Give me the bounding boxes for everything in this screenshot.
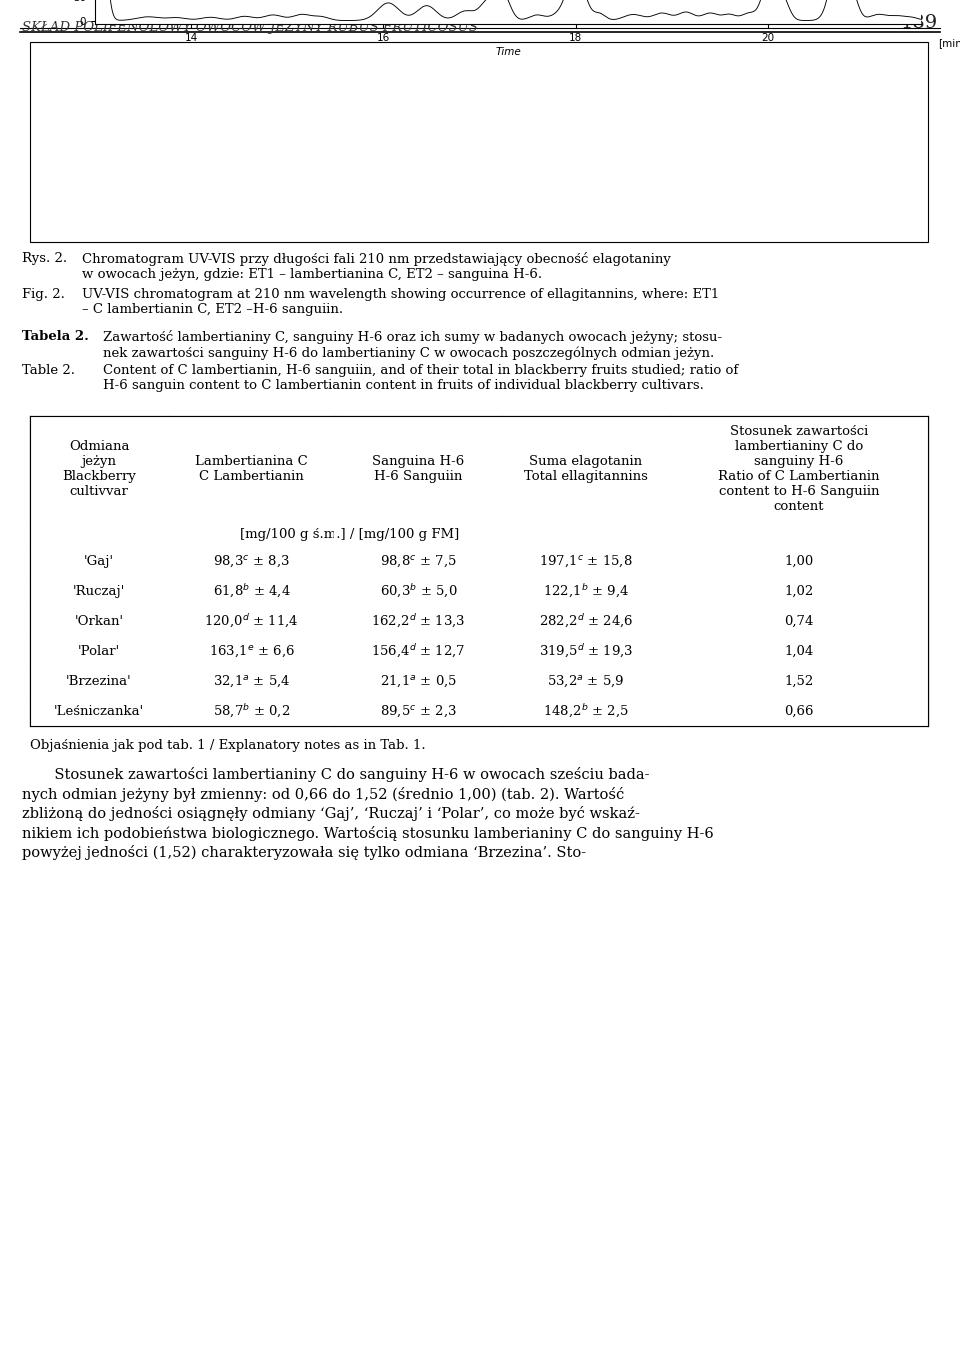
Text: 1,52: 1,52: [784, 675, 814, 687]
Text: 189: 189: [900, 14, 938, 33]
Text: nych odmian jeżyny był zmienny: od 0,66 do 1,52 (średnio 1,00) (tab. 2). Wartość: nych odmian jeżyny był zmienny: od 0,66 …: [22, 787, 624, 802]
Text: Tabela 2.: Tabela 2.: [22, 329, 89, 343]
Text: 61,8$^{b}$ ± 4,4: 61,8$^{b}$ ± 4,4: [212, 583, 290, 600]
Text: UV-VIS chromatogram at 210 nm wavelength showing occurrence of ellagitannins, wh: UV-VIS chromatogram at 210 nm wavelength…: [82, 289, 719, 316]
Text: 1,00: 1,00: [784, 554, 814, 568]
Text: nikiem ich podobieństwa biologicznego. Wartością stosunku lamberianiny C do sang: nikiem ich podobieństwa biologicznego. W…: [22, 826, 713, 841]
Text: Lambertianina C
C Lambertianin: Lambertianina C C Lambertianin: [195, 455, 308, 483]
Text: 120,0$^{d}$ ± 11,4: 120,0$^{d}$ ± 11,4: [204, 612, 299, 630]
Text: 282,2$^{d}$ ± 24,6: 282,2$^{d}$ ± 24,6: [539, 612, 634, 630]
Text: Suma elagotanin
Total ellagitannins: Suma elagotanin Total ellagitannins: [524, 455, 648, 483]
Text: 'Gaj': 'Gaj': [84, 554, 114, 568]
Text: 148,2$^{b}$ ± 2,5: 148,2$^{b}$ ± 2,5: [543, 702, 629, 720]
Text: 53,2$^{a}$ ± 5,9: 53,2$^{a}$ ± 5,9: [547, 674, 625, 689]
Text: 0,66: 0,66: [784, 705, 814, 717]
Text: SKŁAD POLIFENOLOWY OWOCÓW JEŻYNY RUBUS FRUTICOSUS: SKŁAD POLIFENOLOWY OWOCÓW JEŻYNY RUBUS F…: [22, 18, 478, 34]
Text: 'Leśniczanka': 'Leśniczanka': [54, 705, 144, 717]
Text: [min.]: [min.]: [938, 38, 960, 48]
Text: 122,1$^{b}$ ± 9,4: 122,1$^{b}$ ± 9,4: [543, 583, 629, 600]
X-axis label: Time: Time: [495, 48, 521, 57]
Text: 156,4$^{d}$ ± 12,7: 156,4$^{d}$ ± 12,7: [372, 642, 466, 660]
Text: 'Ruczaj': 'Ruczaj': [73, 584, 125, 597]
Text: Chromatogram UV-VIS przy długości fali 210 nm przedstawiający obecność elagotani: Chromatogram UV-VIS przy długości fali 2…: [82, 252, 671, 280]
Text: Zawartość lambertianiny C, sanguiny H-6 oraz ich sumy w badanych owocach jeżyny;: Zawartość lambertianiny C, sanguiny H-6 …: [103, 329, 722, 359]
Text: Content of C lambertianin, H-6 sanguiin, and of their total in blackberry fruits: Content of C lambertianin, H-6 sanguiin,…: [103, 363, 738, 392]
Text: Rys. 2.: Rys. 2.: [22, 252, 67, 265]
Text: 58,7$^{b}$ ± 0,2: 58,7$^{b}$ ± 0,2: [213, 702, 290, 720]
Text: 162,2$^{d}$ ± 13,3: 162,2$^{d}$ ± 13,3: [372, 612, 466, 630]
Text: Objaśnienia jak pod tab. 1 / Explanatory notes as in Tab. 1.: Objaśnienia jak pod tab. 1 / Explanatory…: [30, 739, 425, 753]
Text: 0,74: 0,74: [784, 615, 814, 627]
Text: 98,3$^{c}$ ± 8,3: 98,3$^{c}$ ± 8,3: [213, 554, 290, 569]
Bar: [30, 416, 928, 725]
Text: 1,04: 1,04: [784, 645, 814, 657]
Text: 163,1$^{e}$ ± 6,6: 163,1$^{e}$ ± 6,6: [208, 644, 295, 659]
Text: 'Polar': 'Polar': [78, 645, 120, 657]
Text: 60,3$^{b}$ ± 5,0: 60,3$^{b}$ ± 5,0: [380, 583, 457, 600]
Text: zbliżoną do jedności osiągnęły odmiany ‘Gaj’, ‘Ruczaj’ i ‘Polar’, co może być ws: zbliżoną do jedności osiągnęły odmiany ‘…: [22, 806, 640, 821]
Text: 197,1$^{c}$ ± 15,8: 197,1$^{c}$ ± 15,8: [540, 554, 633, 569]
Text: 'Brzezina': 'Brzezina': [66, 675, 132, 687]
Text: 'Orkan': 'Orkan': [75, 615, 124, 627]
Text: 21,1$^{a}$ ± 0,5: 21,1$^{a}$ ± 0,5: [380, 674, 457, 689]
Text: powyżej jedności (1,52) charakteryzowała się tylko odmiana ‘Brzezina’. Sto-: powyżej jedności (1,52) charakteryzowała…: [22, 845, 587, 860]
Text: Table 2.: Table 2.: [22, 363, 75, 377]
Text: 89,5$^{c}$ ± 2,3: 89,5$^{c}$ ± 2,3: [380, 704, 457, 719]
Text: 32,1$^{a}$ ± 5,4: 32,1$^{a}$ ± 5,4: [213, 674, 290, 689]
Text: 1,02: 1,02: [784, 584, 814, 597]
Text: Stosunek zawartości lambertianiny C do sanguiny H-6 w owocach sześciu bada-: Stosunek zawartości lambertianiny C do s…: [22, 768, 650, 783]
Text: 319,5$^{d}$ ± 19,3: 319,5$^{d}$ ± 19,3: [539, 642, 634, 660]
Text: Sanguina H-6
H-6 Sanguiin: Sanguina H-6 H-6 Sanguiin: [372, 455, 465, 483]
Text: 98,8$^{c}$ ± 7,5: 98,8$^{c}$ ± 7,5: [380, 554, 457, 569]
Text: Stosunek zawartości
lambertianiny C do
sanguiny H-6
Ratio of C Lambertianin
cont: Stosunek zawartości lambertianiny C do s…: [718, 425, 879, 513]
Text: Fig. 2.: Fig. 2.: [22, 289, 65, 301]
Bar: [30, 42, 928, 242]
Text: [mg/100 g ś.m.] / [mg/100 g FM]: [mg/100 g ś.m.] / [mg/100 g FM]: [240, 528, 460, 540]
Text: Odmiana
jeżyn
Blackberry
cultivvar: Odmiana jeżyn Blackberry cultivvar: [62, 440, 136, 498]
